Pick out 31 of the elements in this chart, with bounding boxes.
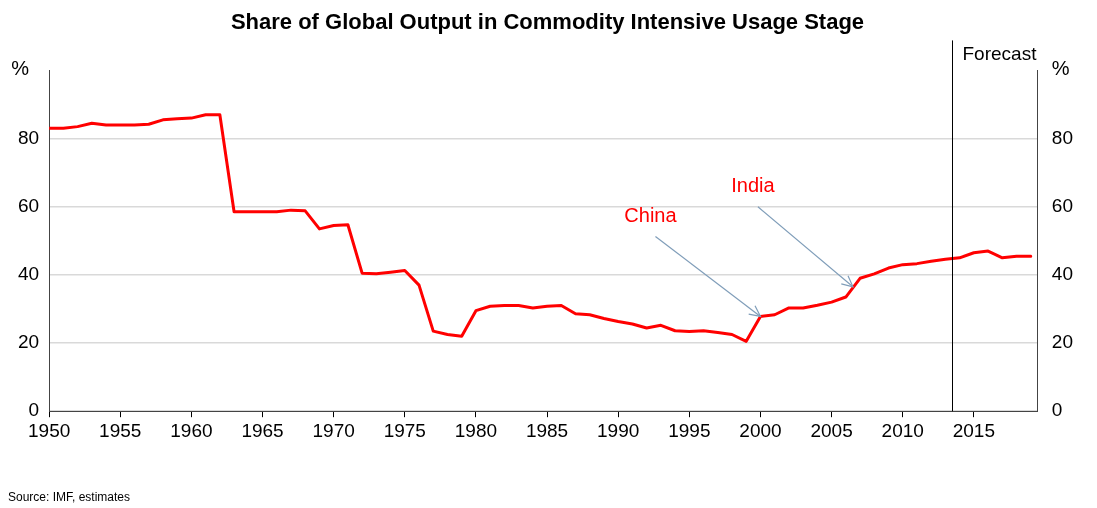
x-tick-label: 1995: [668, 419, 711, 441]
x-tick-label: 1980: [454, 419, 498, 441]
y-tick-label: 80: [17, 126, 40, 148]
x-tick-label: 1970: [312, 419, 355, 441]
y-tick-label: 0: [28, 399, 40, 421]
source-note: Source: IMF, estimates: [8, 490, 131, 505]
y2-tick-label: 0: [1051, 399, 1063, 421]
x-tick-label: 2005: [810, 419, 853, 441]
annotation: India: [731, 174, 776, 197]
x-tick-label: 1975: [383, 419, 426, 441]
x-tick-label: 2010: [881, 419, 924, 441]
y2-tick-label: 80: [1051, 126, 1074, 148]
x-tick-label: 1990: [597, 419, 640, 441]
y2-tick-label: 20: [1051, 331, 1074, 353]
y2-axis-title: %: [1051, 56, 1070, 79]
ref-line-label: Forecast: [962, 42, 1038, 64]
x-tick-label: 1985: [525, 419, 569, 441]
annotation: China: [624, 203, 678, 226]
x-tick-label: 1960: [170, 419, 213, 441]
chart-title: Share of Global Output in Commodity Intensive Usage Stage: [230, 9, 865, 35]
x-tick-label: 2000: [739, 419, 782, 441]
y-tick-label: 40: [17, 263, 40, 285]
x-tick-label: 1965: [241, 419, 284, 441]
y-tick-label: 60: [17, 194, 40, 216]
x-tick-label: 2015: [952, 419, 995, 441]
y2-tick-label: 60: [1051, 194, 1074, 216]
y-axis-title: %: [11, 56, 30, 79]
x-tick-label: 1950: [27, 419, 71, 441]
x-tick-label: 1955: [99, 419, 142, 441]
y2-tick-label: 40: [1051, 263, 1074, 285]
y-tick-label: 20: [17, 331, 40, 353]
